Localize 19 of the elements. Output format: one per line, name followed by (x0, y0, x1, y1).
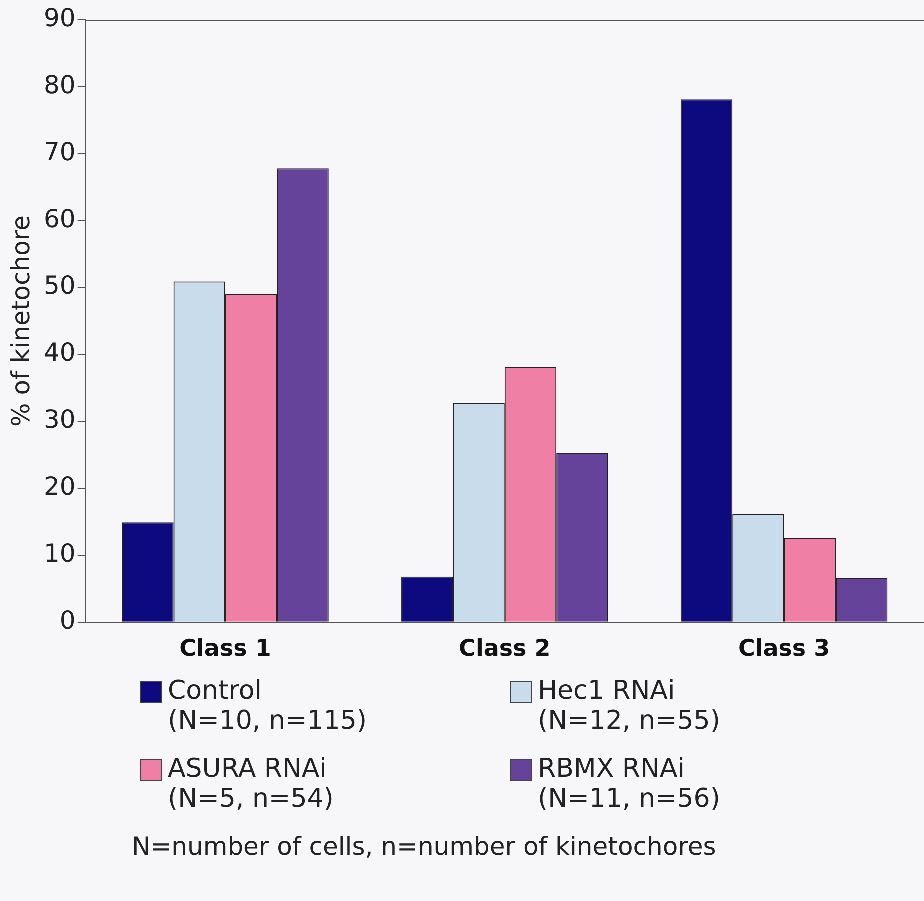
x-tick-label: Class 1 (180, 636, 272, 662)
legend-label: Control (N=10, n=115) (168, 676, 368, 736)
x-tick-label: Class 2 (459, 636, 551, 662)
y-tick-label: 60 (44, 204, 76, 234)
y-tick-label: 40 (44, 338, 76, 368)
y-tick-label: 80 (44, 70, 76, 100)
y-tick-label: 30 (44, 405, 76, 434)
y-tick-label: 70 (44, 137, 76, 166)
legend-label: RBMX RNAi (N=11, n=56) (538, 754, 720, 814)
legend-label: ASURA RNAi (N=5, n=54) (168, 754, 334, 814)
y-tick-label: 10 (44, 538, 76, 568)
x-tick-label: Class 3 (738, 636, 830, 662)
text: N=number of cells, n=number of kinetochores (132, 832, 718, 861)
y-tick-label: 50 (44, 271, 76, 300)
y-tick-label: 90 (44, 4, 76, 32)
y-axis-title: % of kinetochore (6, 215, 36, 427)
legend-label: Hec1 RNAi (N=12, n=55) (538, 676, 720, 736)
y-tick-label: 0 (60, 606, 76, 635)
y-tick-label: 20 (44, 472, 76, 502)
